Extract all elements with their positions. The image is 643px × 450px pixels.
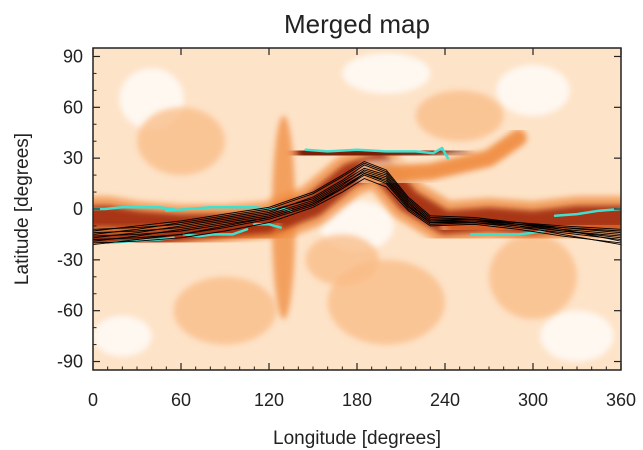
x-tick-label-5: 300: [518, 390, 548, 410]
heatmap-patch-7: [489, 234, 577, 320]
x-axis-label: Longitude [degrees]: [273, 428, 441, 449]
series-line-0: [93, 206, 175, 211]
series-line-1: [165, 206, 293, 212]
heatmap-patch-8: [137, 107, 225, 176]
heatmap-band-4: [363, 129, 527, 184]
heatmap-patch-3: [93, 315, 152, 357]
y-tick-label-1: 60: [63, 97, 83, 117]
series-line-13: [93, 169, 621, 242]
x-tick-label-6: 360: [606, 390, 636, 410]
x-tick-label-0: 0: [88, 390, 98, 410]
y-tick-label-0: 90: [63, 46, 83, 66]
heatmap-patch-4: [540, 310, 614, 362]
heatmap-patch-2: [342, 53, 431, 94]
series-line-17: [93, 172, 621, 246]
x-tick-label-2: 120: [254, 390, 284, 410]
series-line-11: [93, 174, 621, 240]
series-line-16: [93, 161, 621, 232]
y-tick-label-2: 30: [63, 148, 83, 168]
series-group: [93, 146, 621, 246]
x-tick-label-1: 60: [171, 390, 191, 410]
heatmap-band-1: [297, 142, 469, 164]
y-tick-label-5: -60: [57, 301, 83, 321]
series-line-8: [93, 167, 621, 230]
chart-title: Merged map: [284, 9, 430, 39]
heatmap-patch-5: [173, 276, 277, 345]
series-line-5: [304, 146, 450, 160]
series-line-9: [93, 171, 621, 234]
heatmap-patch-12: [305, 234, 380, 286]
y-axis-label: Latitude [degrees]: [12, 133, 33, 285]
x-tick-label-4: 240: [430, 390, 460, 410]
series-line-12: [93, 178, 621, 244]
x-tick-label-3: 180: [342, 390, 372, 410]
y-tick-label-3: 0: [73, 199, 83, 219]
heatmap-patch-9: [415, 90, 504, 142]
y-tick-label-6: -90: [57, 352, 83, 372]
y-tick-label-4: -30: [57, 250, 83, 270]
heatmap-patch-1: [496, 64, 570, 116]
series-line-15: [93, 162, 621, 235]
series-line-7: [553, 207, 621, 218]
